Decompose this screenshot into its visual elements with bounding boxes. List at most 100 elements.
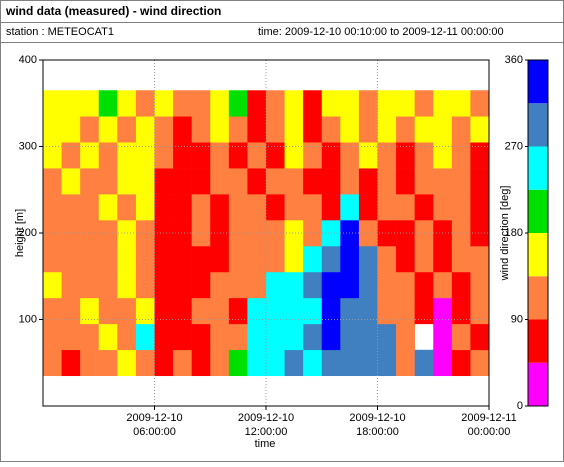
cell — [433, 349, 453, 377]
cell — [210, 220, 230, 247]
cell — [228, 194, 248, 221]
cell — [396, 142, 415, 169]
cell — [61, 323, 81, 351]
cell — [396, 168, 415, 195]
cell — [228, 168, 248, 195]
cell — [340, 297, 360, 325]
colorbar-tick-label: 0 — [517, 400, 523, 412]
plot-frame — [42, 59, 490, 407]
colorbar-segment — [528, 60, 548, 104]
cell — [284, 349, 304, 377]
cell — [377, 142, 397, 169]
cell — [98, 90, 118, 117]
cell — [80, 323, 100, 351]
cell — [266, 297, 285, 325]
cell — [117, 168, 137, 195]
colorbar-tick-label: 360 — [505, 54, 523, 66]
cell — [61, 142, 81, 169]
cell — [228, 349, 248, 377]
cell — [321, 194, 341, 221]
cell — [117, 116, 137, 143]
cell — [173, 271, 192, 299]
cell — [210, 168, 230, 195]
cell — [228, 297, 248, 325]
cell — [470, 168, 490, 195]
cell — [80, 90, 100, 117]
cell — [340, 168, 360, 195]
cell — [284, 142, 304, 169]
cell — [340, 142, 360, 169]
cell — [80, 168, 100, 195]
cell — [210, 245, 230, 273]
y-axis-label: height [m] — [14, 209, 26, 257]
cell — [247, 297, 267, 325]
cell — [154, 116, 174, 143]
cell — [191, 245, 211, 273]
cell — [470, 323, 490, 351]
cell — [61, 116, 81, 143]
cell — [80, 245, 100, 273]
cell — [154, 349, 174, 377]
cell — [154, 323, 174, 351]
cell — [433, 142, 453, 169]
cell — [191, 297, 211, 325]
cell — [414, 349, 434, 377]
cell — [284, 90, 304, 117]
cell — [303, 245, 323, 273]
cell — [135, 349, 155, 377]
cell — [358, 220, 378, 247]
cell — [61, 194, 81, 221]
cell — [61, 271, 81, 299]
cell — [43, 90, 62, 117]
cell — [321, 349, 341, 377]
cell — [358, 245, 378, 273]
cell — [414, 142, 434, 169]
cell — [247, 323, 267, 351]
cell — [470, 349, 490, 377]
cell — [43, 142, 62, 169]
cell — [61, 297, 81, 325]
cell — [396, 271, 415, 299]
cell — [173, 297, 192, 325]
cell — [321, 245, 341, 273]
cell — [451, 297, 471, 325]
cell — [135, 194, 155, 221]
cell — [98, 349, 118, 377]
cell — [414, 90, 434, 117]
cell — [433, 116, 453, 143]
cell — [340, 90, 360, 117]
cell — [80, 194, 100, 221]
cell — [135, 168, 155, 195]
cell — [451, 323, 471, 351]
cell — [266, 349, 285, 377]
cell — [61, 245, 81, 273]
cell — [135, 116, 155, 143]
cell — [451, 349, 471, 377]
cell — [154, 297, 174, 325]
cell — [303, 271, 323, 299]
x-tick-label: 2009-12-10 18:00:00 — [349, 412, 405, 438]
cell — [80, 297, 100, 325]
cell — [61, 168, 81, 195]
cell — [303, 323, 323, 351]
cell — [396, 245, 415, 273]
cell — [321, 116, 341, 143]
cell — [414, 271, 434, 299]
cell — [321, 90, 341, 117]
cell — [377, 349, 397, 377]
cell — [414, 194, 434, 221]
cell — [191, 168, 211, 195]
cell — [173, 90, 192, 117]
cell — [210, 349, 230, 377]
cell — [377, 323, 397, 351]
cell — [154, 90, 174, 117]
cell — [303, 116, 323, 143]
cell — [377, 271, 397, 299]
cell — [80, 271, 100, 299]
cell — [117, 297, 137, 325]
cell — [433, 168, 453, 195]
cell — [470, 220, 490, 247]
cell — [80, 142, 100, 169]
cell — [135, 271, 155, 299]
